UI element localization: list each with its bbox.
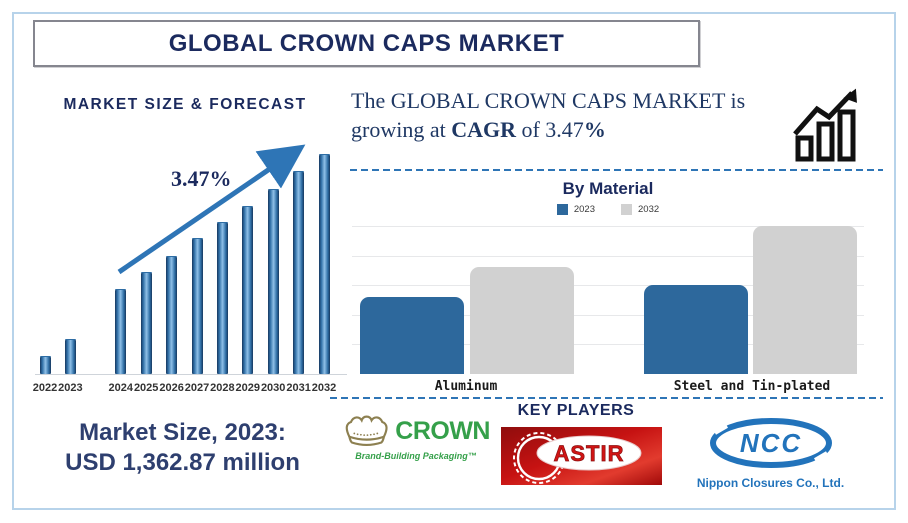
title-box: GLOBAL CROWN CAPS MARKET	[33, 20, 700, 67]
forecast-bar-2027	[191, 239, 203, 374]
forecast-year-label: 2027	[184, 382, 210, 394]
dashed-divider-bottom	[330, 397, 883, 399]
cagr-line2-prefix: growing at	[351, 117, 452, 143]
forecast-year-label: 2032	[311, 382, 337, 394]
material-bar-steel-and-tin-plated-2023	[644, 285, 748, 374]
forecast-bar-2024	[115, 290, 127, 374]
material-bar-steel-and-tin-plated-2032	[753, 226, 857, 374]
material-gridline	[352, 226, 864, 227]
outer-frame	[12, 12, 896, 510]
forecast-bar-2022	[39, 357, 51, 374]
ncc-wordmark: NCC	[739, 428, 801, 458]
forecast-section-title: MARKET SIZE & FORECAST	[63, 96, 307, 113]
material-bar-aluminum-2023	[360, 297, 464, 374]
crown-icon	[345, 415, 388, 447]
legend-swatch	[556, 204, 568, 215]
crown-logo: CROWN Brand-Building Packaging™	[342, 412, 490, 468]
forecast-year-label: 2024	[108, 382, 134, 394]
cagr-bold: CAGR	[451, 117, 516, 143]
legend-label: 2032	[638, 204, 660, 215]
ncc-oval-icon: NCC	[709, 418, 832, 468]
cagr-annotation: 3.47%	[171, 166, 232, 191]
legend-label: 2023	[573, 204, 595, 215]
market-size-caption-line1: Market Size, 2023:	[79, 419, 286, 446]
cagr-statement: The GLOBAL CROWN CAPS MARKET is growing …	[351, 86, 781, 144]
ncc-logo: NCC Nippon Closures Co., Ltd.	[693, 417, 848, 490]
growth-arrow-icon	[117, 144, 306, 275]
astir-wordmark: ASTIR	[554, 441, 625, 466]
forecast-bar-2028	[216, 223, 228, 374]
forecast-bar-2023	[64, 340, 76, 374]
forecast-bar-2025	[140, 273, 152, 374]
cagr-line2-mid: of 3.47	[515, 117, 584, 143]
forecast-bar-2032	[318, 155, 330, 374]
legend-item-2032: 2032	[621, 204, 659, 215]
forecast-year-label: 2029	[235, 382, 261, 394]
ncc-caption: Nippon Closures Co., Ltd.	[696, 476, 845, 490]
legend-swatch	[621, 204, 632, 215]
page-title: GLOBAL CROWN CAPS MARKET	[168, 29, 565, 57]
bar-growth-icon	[793, 88, 857, 162]
material-chart: By Material 2023 2032 Aluminum Steel and T…	[352, 179, 864, 395]
material-gridline	[352, 285, 864, 287]
material-gridline	[352, 314, 864, 316]
key-players-heading: KEY PLAYERS	[517, 402, 635, 419]
material-category-label: Aluminum	[434, 379, 498, 394]
forecast-chart: 3.47% 2022 2023 2024 2025 2026 2027 2028 2029 20…	[33, 140, 347, 394]
forecast-year-label: 2022	[32, 382, 58, 394]
forecast-x-axis	[35, 374, 347, 375]
crown-wordmark: CROWN	[395, 416, 490, 445]
cagr-percent-bold: %	[583, 117, 606, 143]
forecast-year-label: 2025	[133, 382, 159, 394]
forecast-year-label: 2028	[210, 382, 235, 394]
material-gridline	[352, 344, 864, 346]
material-gridline	[352, 255, 864, 257]
material-category-label: Steel and Tin-plated	[673, 379, 831, 394]
forecast-bar-2031	[293, 172, 305, 374]
legend-item-2023: 2023	[556, 204, 595, 215]
forecast-year-label: 2031	[286, 382, 311, 394]
material-bar-aluminum-2032	[470, 267, 574, 374]
forecast-year-label: 2023	[58, 382, 83, 394]
material-chart-plot	[352, 225, 864, 374]
forecast-bar-2029	[242, 207, 254, 374]
material-chart-legend: 2023 2032	[352, 204, 864, 215]
forecast-year-label: 2030	[260, 382, 286, 394]
forecast-bar-2026	[166, 257, 178, 374]
forecast-year-label: 2026	[159, 382, 184, 394]
market-size-caption-line2: USD 1,362.87 million	[65, 449, 300, 476]
forecast-bar-2030	[267, 190, 279, 374]
dashed-divider-top	[350, 169, 883, 171]
material-chart-title: By Material	[562, 179, 654, 198]
crown-tagline: Brand-Building Packaging™	[355, 451, 477, 461]
astir-logo: ASTIR	[501, 427, 662, 485]
market-size-caption: Market Size, 2023: USD 1,362.87 million	[25, 418, 340, 478]
cagr-line1: The GLOBAL CROWN CAPS MARKET is	[351, 88, 746, 113]
